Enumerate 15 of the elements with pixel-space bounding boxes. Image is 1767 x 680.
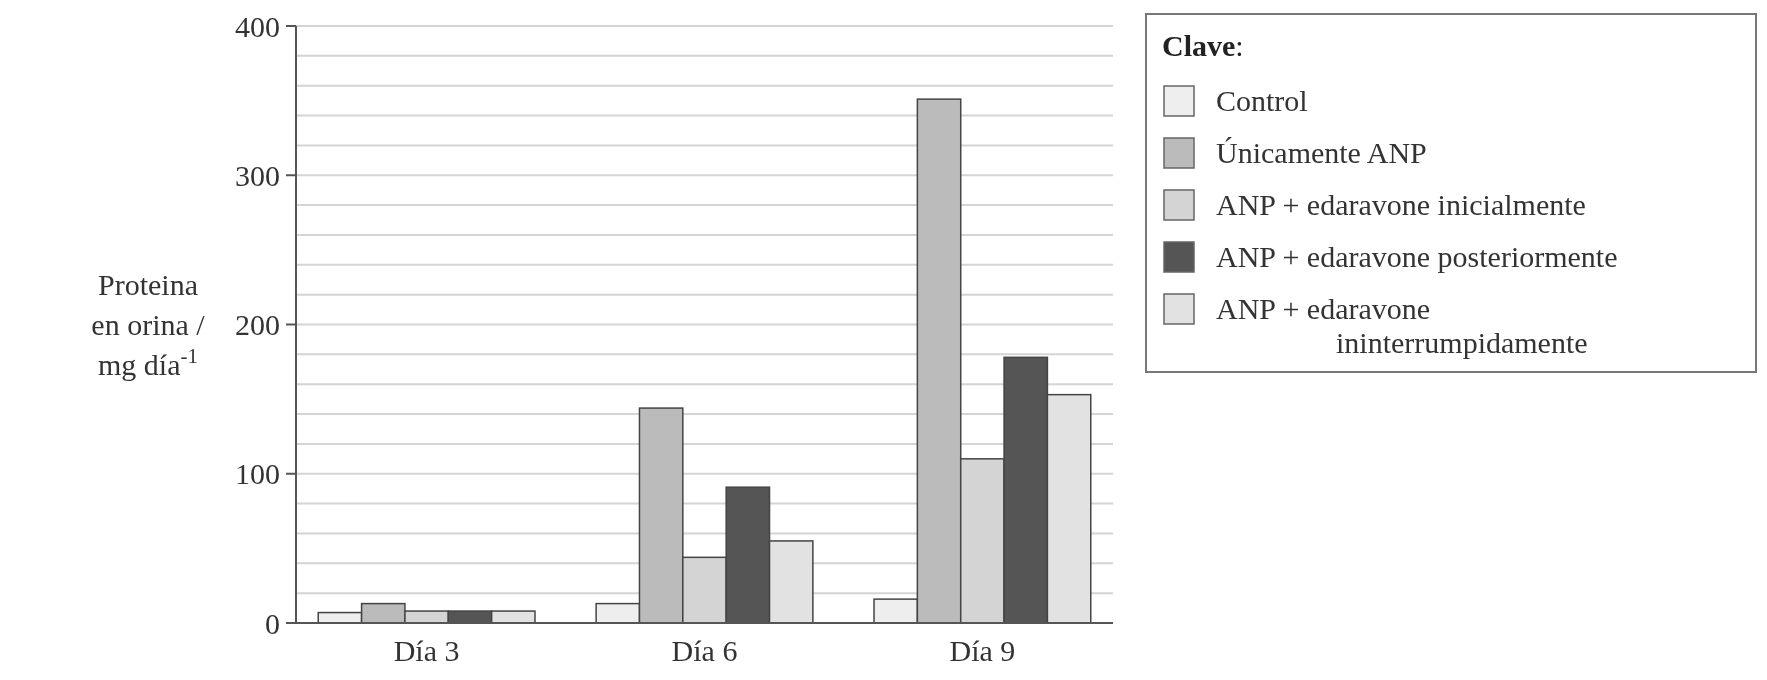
legend-label: Únicamente ANP: [1216, 136, 1427, 169]
legend-label: ANP + edaravone ininterrumpidamente: [1216, 292, 1588, 359]
y-tick-label: 200: [235, 308, 280, 341]
legend-label: ANP + edaravone posteriormente: [1216, 240, 1618, 273]
y-tick-label: 400: [235, 9, 280, 43]
y-tick-label: 300: [235, 158, 280, 192]
legend-label: ANP + edaravone inicialmente: [1216, 188, 1586, 221]
x-tick-label: Día 6: [671, 634, 738, 667]
x-tick-label: Día 3: [393, 634, 460, 667]
legend-title: Clave:: [1162, 29, 1244, 62]
y-tick-label: 100: [235, 457, 280, 491]
x-tick-label: Día 9: [949, 634, 1016, 667]
legend-label: Control: [1216, 84, 1308, 117]
y-tick-label: 0: [265, 606, 280, 640]
y-axis-title: Proteina en orina / mg día$^{-1}$: [91, 268, 206, 381]
